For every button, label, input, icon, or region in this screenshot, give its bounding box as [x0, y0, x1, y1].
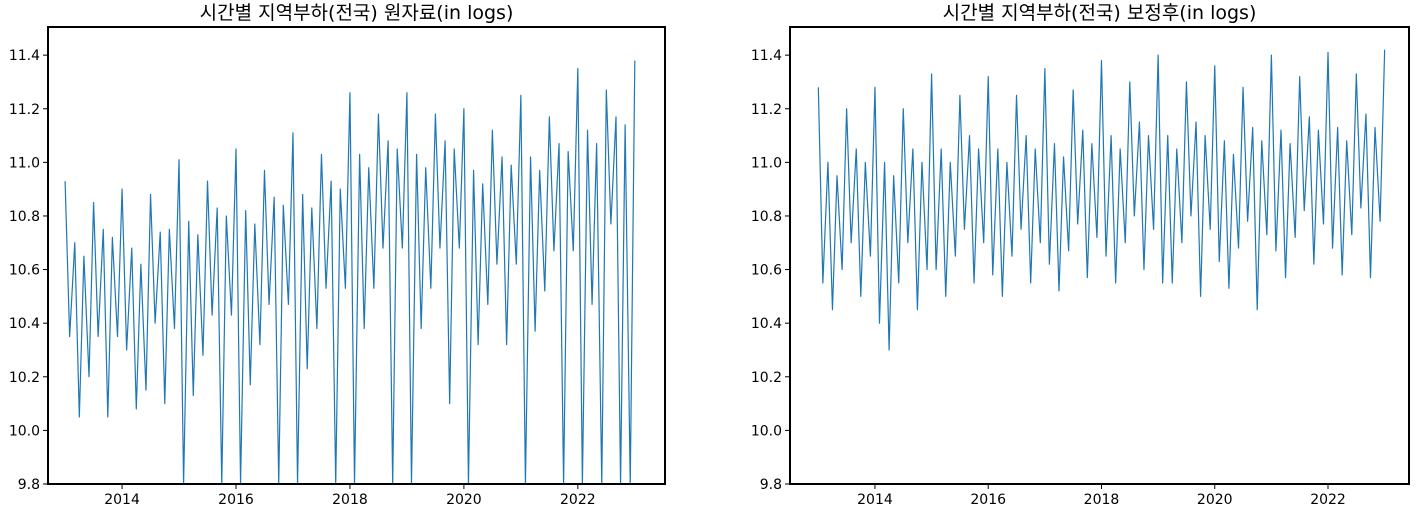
y-tick-label: 10.8 — [9, 209, 40, 225]
y-tick-label: 10.6 — [751, 263, 782, 279]
plot-area — [64, 60, 636, 484]
series-line — [817, 49, 1386, 351]
chart-title: 시간별 지역부하(전국) 원자료(in logs) — [200, 2, 514, 24]
series-line — [64, 60, 636, 484]
y-tick-label: 10.0 — [751, 423, 782, 439]
x-tick-label: 2020 — [446, 492, 482, 507]
x-tick-label: 2022 — [1310, 492, 1346, 507]
y-tick-label: 11.4 — [751, 48, 782, 64]
y-tick-label: 11.0 — [9, 155, 40, 171]
y-tick-label: 10.4 — [9, 316, 40, 332]
y-tick-label: 10.0 — [9, 423, 40, 439]
y-tick-label: 11.0 — [751, 155, 782, 171]
x-tick-label: 2014 — [857, 492, 893, 507]
y-tick-label: 11.2 — [751, 102, 782, 118]
x-tick-label: 2018 — [1084, 492, 1120, 507]
y-tick-label: 10.2 — [751, 370, 782, 386]
x-tick-label: 2014 — [104, 492, 140, 507]
x-tick-label: 2016 — [970, 492, 1006, 507]
y-tick-label: 9.8 — [760, 477, 782, 493]
x-tick-label: 2020 — [1197, 492, 1233, 507]
plot-frame — [47, 26, 666, 485]
y-tick-label: 11.2 — [9, 102, 40, 118]
y-tick-label: 9.8 — [18, 477, 40, 493]
plot-area — [817, 49, 1386, 351]
y-tick-label: 10.4 — [751, 316, 782, 332]
y-tick-label: 11.4 — [9, 48, 40, 64]
chart-title: 시간별 지역부하(전국) 보정후(in logs) — [943, 2, 1257, 24]
y-tick-label: 10.8 — [751, 209, 782, 225]
plot-frame — [789, 26, 1410, 485]
x-tick-label: 2016 — [218, 492, 254, 507]
x-tick-label: 2022 — [560, 492, 596, 507]
y-tick-label: 10.6 — [9, 263, 40, 279]
x-tick-label: 2018 — [332, 492, 368, 507]
y-tick-label: 10.2 — [9, 370, 40, 386]
